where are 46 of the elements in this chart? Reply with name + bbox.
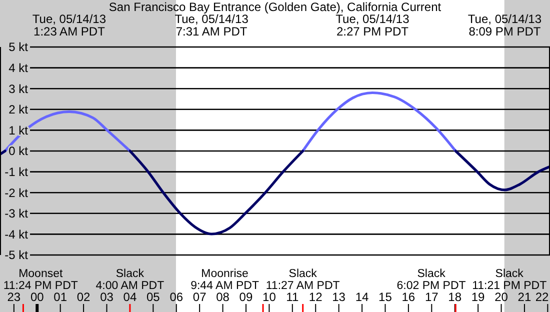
x-tick-label: 22 [535,290,549,304]
x-tick-label: 15 [378,290,392,304]
x-tick-label: 01 [54,290,68,304]
ref-line-label: Slack 4:00 AM PDT [96,268,164,292]
ref-line-label: Slack 6:02 PM PDT [396,268,466,292]
x-tick-label: 03 [100,290,114,304]
ref-line-label: Moonset 11:24 PM PDT [3,268,78,292]
text: Tue, 05/14/13 1:23 AM PDT [32,12,106,39]
y-tick-label: 5 kt [8,40,29,54]
x-tick-label: 04 [123,290,137,304]
x-tick-label: 07 [192,290,207,304]
x-tick-label: 06 [170,290,184,304]
y-tick-label: -4 kt [4,227,29,242]
x-tick-label: 00 [30,290,44,304]
y-tick-label: -3 kt [4,206,29,221]
y-tick-label: -2 kt [4,186,29,200]
x-tick-label: 18 [448,290,462,304]
x-tick-label: 11 [286,290,299,304]
chart-title: San Francisco Bay Entrance (Golden Gate), California Current [108,0,442,14]
x-tick-label: 09 [239,290,253,304]
y-tick-label: 1 kt [8,123,29,138]
y-tick-label: -1 kt [4,165,29,179]
x-tick-label: 21 [518,290,532,304]
x-tick-label: 19 [471,290,486,304]
x-tick-label: 10 [262,290,276,304]
x-tick-label: 05 [146,290,160,304]
y-tick-label: -5 kt [4,248,29,262]
x-tick-label: 20 [494,290,508,304]
x-tick-label: 17 [424,290,439,304]
text: Tue, 05/14/13 7:31 AM PDT [174,12,249,39]
y-tick-label: 0 kt [8,144,29,158]
x-tick-label: 14 [355,290,370,304]
y-tick-label: 4 kt [8,61,29,75]
x-tick-label: 16 [402,290,416,304]
y-tick-label: 3 kt [8,82,29,96]
x-tick-label: 08 [216,290,230,304]
x-tick-label: 02 [76,290,91,304]
ref-line-label: Slack 11:27 AM PDT [266,268,340,292]
x-tick-label: 23 [7,290,21,304]
text: Tue, 05/14/13 2:27 PM PDT [336,12,410,39]
ref-line-label: Moonrise 9:44 AM PDT [190,268,259,292]
text: Tue, 05/14/13 8:09 PM PDT [468,12,542,39]
text: Slack 11:21 PM PDT [472,268,547,292]
x-tick-label: 13 [332,290,346,304]
y-tick-label: 2 kt [8,102,29,117]
x-tick-label: 12 [308,290,323,304]
